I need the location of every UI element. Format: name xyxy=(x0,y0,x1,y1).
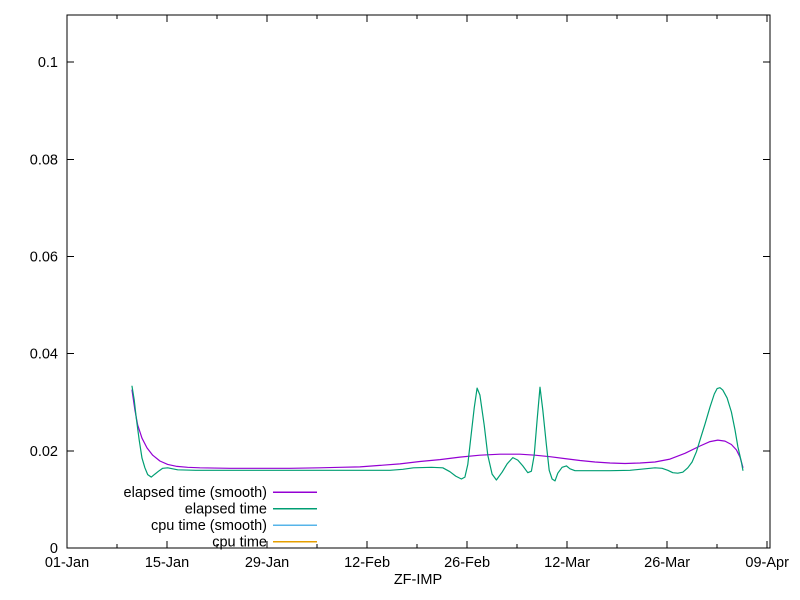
x-tick-label: 12-Feb xyxy=(344,555,390,571)
y-tick-label: 0.1 xyxy=(38,55,58,71)
x-axis-title: ZF-IMP xyxy=(394,572,442,588)
legend-label: elapsed time (smooth) xyxy=(124,485,267,501)
y-tick-label: 0.08 xyxy=(30,152,58,168)
y-tick-label: 0.02 xyxy=(30,444,58,460)
x-tick-label: 09-Apr xyxy=(745,555,789,571)
x-tick-label: 12-Mar xyxy=(544,555,590,571)
x-tick-label: 26-Feb xyxy=(444,555,490,571)
x-tick-label: 29-Jan xyxy=(245,555,289,571)
series-line-elapsed-time-smooth- xyxy=(131,389,744,469)
x-tick-label: 15-Jan xyxy=(145,555,189,571)
tick-labels: 01-Jan 15-Jan 29-Jan 12-Feb 26-Feb 12-Mar 26-M… xyxy=(30,55,789,571)
legend-label: elapsed time xyxy=(185,502,267,518)
plot-border xyxy=(66,14,771,549)
series-lines xyxy=(131,385,744,482)
y-tick-label: 0 xyxy=(50,541,58,557)
axes xyxy=(66,14,771,549)
legend-label: cpu time xyxy=(212,535,267,551)
x-tick-label: 01-Jan xyxy=(45,555,89,571)
y-tick-label: 0.04 xyxy=(30,347,58,363)
x-tick-label: 26-Mar xyxy=(644,555,690,571)
y-tick-label: 0.06 xyxy=(30,249,58,265)
series-line-elapsed-time xyxy=(131,385,744,482)
legend-label: cpu time (smooth) xyxy=(151,518,267,534)
